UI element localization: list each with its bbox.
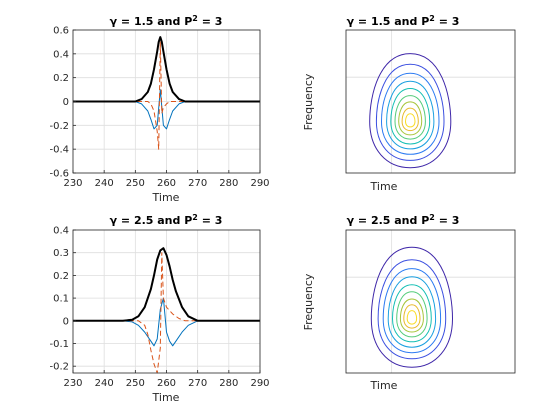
contour-level-7 xyxy=(398,101,423,136)
panel-4-title: γ = 2.5 and P2 = 3 xyxy=(347,213,460,227)
x-tick-label: 260 xyxy=(157,378,176,389)
x-tick-label: 270 xyxy=(188,178,207,189)
y-tick-label: 0.2 xyxy=(53,73,69,84)
x-tick-label: 230 xyxy=(63,378,82,389)
x-tick-label: 250 xyxy=(126,178,145,189)
x-tick-label: 240 xyxy=(95,378,114,389)
contour-level-6 xyxy=(394,95,426,140)
contour-level-9 xyxy=(406,310,418,325)
x-tick-label: 250 xyxy=(126,378,145,389)
y-tick-label: 0 xyxy=(63,316,69,327)
panel-1-title: γ = 1.5 and P2 = 3 xyxy=(110,14,223,28)
contour-level-1 xyxy=(370,246,454,368)
x-tick-label: 290 xyxy=(250,178,269,189)
panel-3-xlabel: Time xyxy=(152,391,180,404)
contour-level-8 xyxy=(403,304,421,329)
series-line-2 xyxy=(73,41,260,150)
contour-level-9 xyxy=(404,113,416,128)
panel-2-ylabel: Frequency xyxy=(302,73,315,130)
axes-frame xyxy=(345,29,516,174)
plot-area xyxy=(346,30,515,173)
y-tick-label: -0.1 xyxy=(49,339,69,350)
axes-frame xyxy=(345,229,516,374)
panel-2-xlabel: Time xyxy=(370,180,398,193)
x-tick-label: 240 xyxy=(95,178,114,189)
contour-level-8 xyxy=(401,107,419,132)
contour-level-3 xyxy=(382,268,442,354)
panel-2-title: γ = 1.5 and P2 = 3 xyxy=(347,14,460,28)
panel-4-ylabel: Frequency xyxy=(302,273,315,330)
contour-level-2 xyxy=(375,63,445,161)
contour-level-5 xyxy=(390,87,431,145)
series-line-3 xyxy=(73,247,260,322)
x-tick-label: 260 xyxy=(157,178,176,189)
plot-area xyxy=(346,230,515,373)
series-line-1 xyxy=(73,89,260,130)
contour-level-3 xyxy=(380,72,440,155)
x-tick-label: 280 xyxy=(219,178,238,189)
panel-4-xlabel: Time xyxy=(370,379,398,392)
y-tick-label: 0 xyxy=(63,97,69,108)
x-tick-label: 270 xyxy=(188,378,207,389)
y-tick-label: 0.4 xyxy=(53,226,69,237)
y-tick-label: -0.6 xyxy=(49,169,69,180)
x-tick-label: 230 xyxy=(63,178,82,189)
y-tick-label: 0.3 xyxy=(53,248,69,259)
y-tick-label: 0.1 xyxy=(53,294,69,305)
y-tick-label: -0.4 xyxy=(49,145,69,156)
contour-level-4 xyxy=(387,276,437,348)
contour-level-7 xyxy=(399,298,424,333)
x-tick-label: 290 xyxy=(250,378,269,389)
x-tick-label: 280 xyxy=(219,378,238,389)
y-tick-label: -0.2 xyxy=(49,362,69,373)
contour-level-2 xyxy=(377,259,447,360)
y-tick-label: -0.2 xyxy=(49,121,69,132)
panel-3: γ = 2.5 and P2 = 3 Time 230 240 250 260 270 2… xyxy=(49,213,269,404)
contour-level-5 xyxy=(391,284,432,343)
panel-1: γ = 1.5 and P2 = 3 Time 230 240 250 260 270 2… xyxy=(49,14,269,204)
series-line-3 xyxy=(73,36,260,103)
contour-level-6 xyxy=(396,291,428,338)
series-line-2 xyxy=(73,252,260,374)
y-tick-label: 0.2 xyxy=(53,271,69,282)
panel-2: γ = 1.5 and P2 = 3 Time Frequency xyxy=(302,14,516,193)
panel-4: γ = 2.5 and P2 = 3 Time Frequency xyxy=(302,213,516,392)
contour-level-1 xyxy=(369,53,452,169)
series-line-1 xyxy=(73,297,260,347)
panel-1-xlabel: Time xyxy=(152,191,180,204)
y-tick-label: 0.4 xyxy=(53,49,69,60)
panel-3-title: γ = 2.5 and P2 = 3 xyxy=(110,213,223,227)
y-tick-label: 0.6 xyxy=(53,26,69,37)
contour-level-4 xyxy=(386,80,435,150)
